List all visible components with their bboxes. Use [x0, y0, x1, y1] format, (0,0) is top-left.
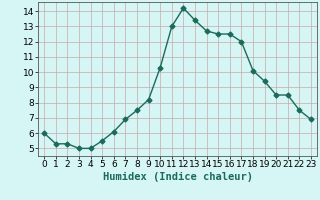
X-axis label: Humidex (Indice chaleur): Humidex (Indice chaleur) — [103, 172, 252, 182]
